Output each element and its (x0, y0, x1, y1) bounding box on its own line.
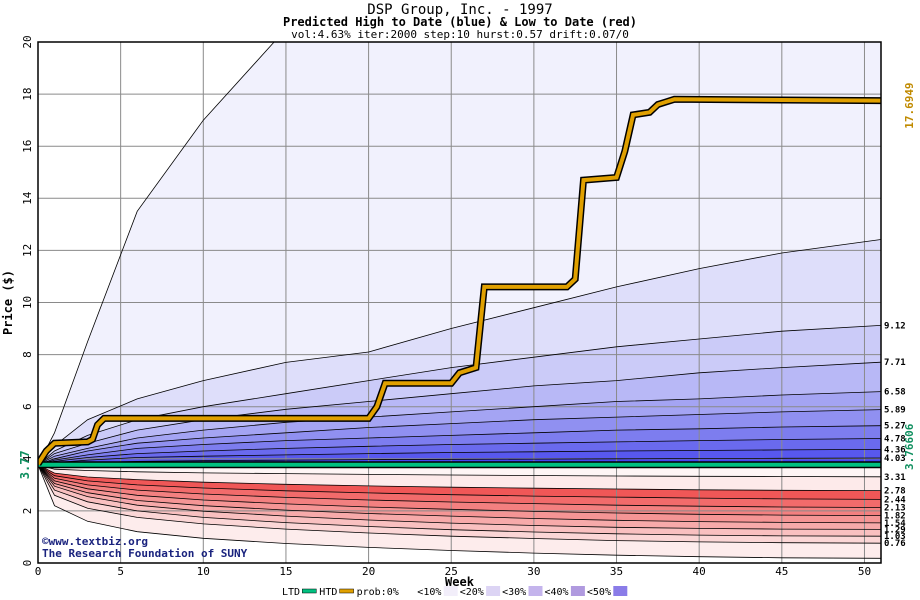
series-end-label: 1.29 (884, 525, 906, 535)
series-line (38, 464, 881, 530)
watermark-org: The Research Foundation of SUNY (42, 547, 248, 560)
y-tick-label: 0 (21, 560, 34, 567)
series-line (38, 464, 881, 492)
legend-label: <30% (502, 587, 526, 598)
y-tick-label: 10 (21, 296, 34, 309)
series-line (38, 448, 881, 466)
legend-swatch (613, 586, 628, 596)
plot-frame (37, 41, 882, 564)
y-axis-label: Price ($) (1, 270, 15, 335)
series-end-label: 5.89 (884, 406, 906, 416)
start-price-label: 3.77 (18, 450, 32, 479)
htd-line (38, 97, 881, 466)
legend-swatch (401, 586, 416, 596)
series-end-label: 4.03 (884, 454, 906, 464)
y-tick-label: 20 (21, 35, 34, 48)
series-line (38, 464, 881, 516)
legend-swatch (570, 586, 585, 596)
x-tick-label: 15 (279, 565, 292, 578)
ltd-final-label: 3.76606 (903, 423, 916, 470)
series-line (38, 464, 881, 559)
legend-label: LTD (282, 587, 300, 598)
legend-swatch (302, 588, 317, 594)
series-end-label: 3.31 (884, 473, 906, 483)
series-line (38, 438, 881, 466)
series-end-label: 9.12 (884, 321, 906, 331)
legend-swatch (339, 588, 354, 594)
series-end-label: 1.82 (884, 512, 906, 522)
x-tick-label: 5 (117, 565, 124, 578)
y-tick-label: 18 (21, 87, 34, 100)
series-end-label: 4.36 (884, 445, 906, 455)
watermark-site: ©www.textbiz.org (42, 535, 148, 548)
series-line (38, 464, 881, 537)
chart-subtitle: Predicted High to Date (blue) & Low to D… (282, 15, 637, 29)
legend-swatch (486, 586, 501, 596)
x-tick-label: 20 (362, 565, 375, 578)
series-line (38, 464, 881, 524)
series-end-label: 7.71 (884, 358, 906, 368)
series-line (38, 464, 881, 508)
x-tick-label: 0 (35, 565, 42, 578)
series-end-label: 1.03 (884, 532, 906, 542)
series-end-label: 1.54 (884, 519, 906, 529)
legend-label: <20% (460, 587, 484, 598)
y-tick-label: 12 (21, 244, 34, 257)
legend-swatch (528, 586, 543, 596)
series-line (38, 409, 881, 466)
series-line (38, 42, 275, 465)
legend-label: <40% (545, 587, 569, 598)
x-tick-label: 45 (775, 565, 788, 578)
x-tick-label: 35 (610, 565, 623, 578)
legend-label: <10% (417, 587, 441, 598)
x-tick-label: 25 (445, 565, 458, 578)
y-tick-label: 8 (21, 351, 34, 358)
legend-swatch (443, 586, 458, 596)
x-tick-label: 10 (197, 565, 210, 578)
x-tick-label: 50 (858, 565, 871, 578)
series-end-label: 6.58 (884, 388, 906, 398)
series-end-label: 4.78 (884, 434, 906, 444)
x-axis-label: Week (445, 575, 475, 589)
series-line (38, 325, 881, 466)
series-end-label: 2.13 (884, 504, 906, 514)
series-line (38, 464, 881, 500)
legend-label: <50% (587, 587, 611, 598)
legend-label: HTD (319, 587, 337, 598)
y-tick-label: 2 (21, 508, 34, 515)
series-line (38, 464, 881, 478)
series-line (38, 464, 881, 544)
x-tick-label: 30 (527, 565, 540, 578)
x-tick-label: 40 (693, 565, 706, 578)
chart-params: vol:4.63% iter:2000 step:10 hurst:0.57 d… (291, 28, 629, 41)
series-end-label: 5.27 (884, 422, 906, 432)
y-tick-label: 16 (21, 140, 34, 153)
y-tick-label: 14 (21, 191, 34, 205)
htd-final-label: 17.6949 (903, 82, 916, 128)
series-end-label: 2.78 (884, 487, 906, 497)
chart-title: DSP Group, Inc. - 1997 (367, 2, 553, 18)
y-tick-label: 6 (21, 403, 34, 410)
series-end-label: 0.76 (884, 539, 906, 549)
y-tick-label: 4 (21, 455, 34, 462)
legend-label: prob:0% (357, 587, 399, 598)
series-line (38, 239, 881, 466)
series-end-label: 2.44 (884, 495, 906, 505)
series-line (38, 425, 881, 466)
